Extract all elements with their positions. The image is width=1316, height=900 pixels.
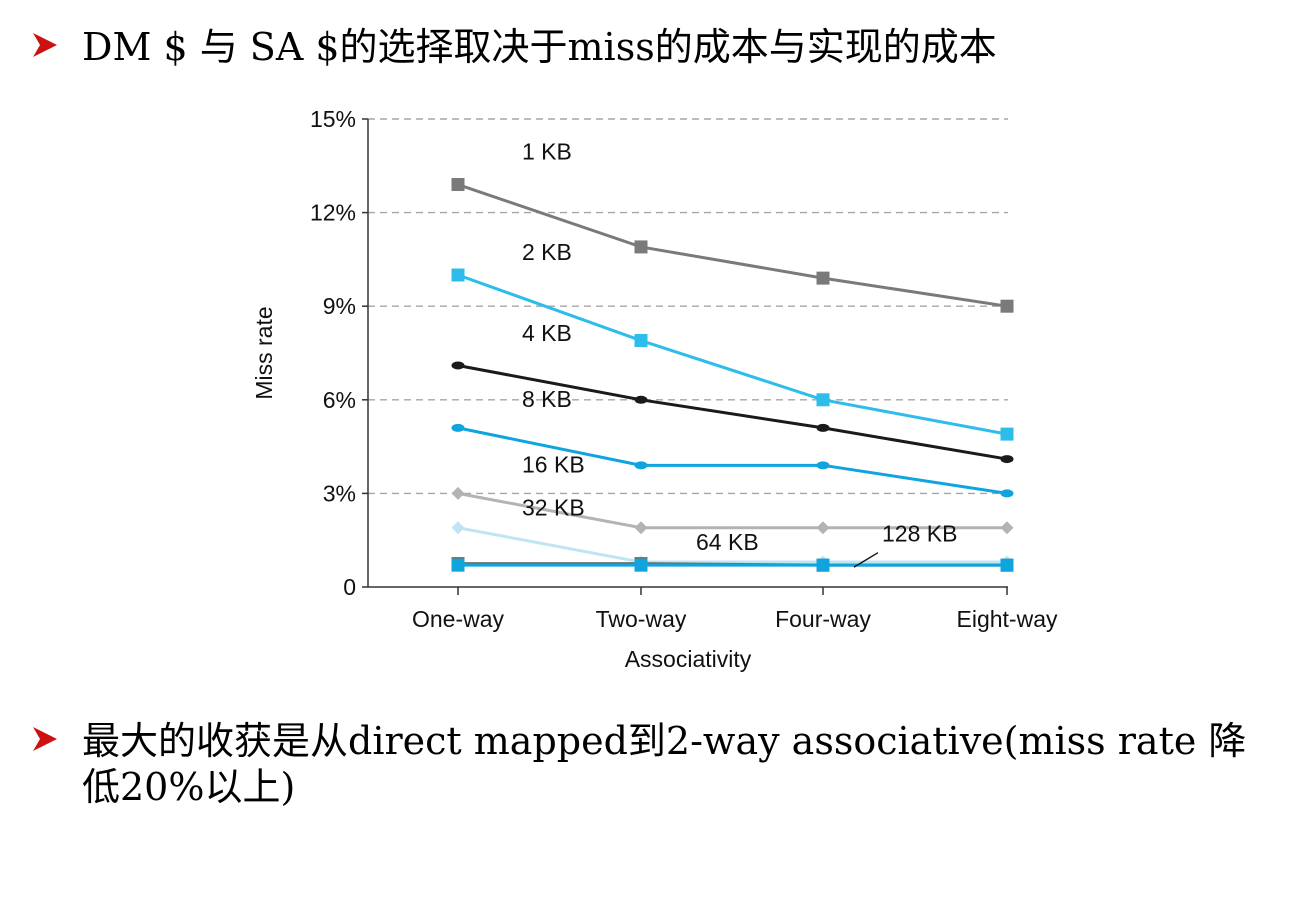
data-point-2kb [1000, 427, 1014, 441]
data-point-2kb [634, 334, 648, 348]
data-point-16kb [451, 486, 465, 500]
series-label: 8 KB [522, 386, 572, 412]
data-point-128kb [451, 558, 465, 572]
data-point-8kb [451, 423, 465, 432]
data-point-2kb [816, 393, 830, 407]
data-point-32kb [451, 521, 465, 535]
bullet-item-1: DM $ 与 SA $的选择取决于miss的成本与实现的成本 [30, 24, 997, 70]
series-line-1kb [457, 183, 1008, 308]
series-line-4kb [457, 364, 1008, 461]
x-axis-title: Associativity [625, 646, 752, 672]
data-point-16kb [1000, 521, 1014, 535]
data-point-1kb [816, 271, 830, 285]
arrow-bullet-icon [33, 727, 57, 751]
data-point-1kb [1000, 299, 1014, 313]
x-tick-label: One-way [412, 606, 505, 632]
arrow-bullet-icon [33, 33, 57, 57]
miss-rate-chart: 0 3% 6% 9% 12% 15% One-way Two-way Four-way Eight… [240, 95, 1100, 685]
data-point-4kb [451, 361, 465, 370]
series-label: 2 KB [522, 239, 572, 265]
series-line-16kb [457, 491, 1007, 530]
data-point-128kb [1000, 558, 1014, 572]
series-line-2kb [457, 273, 1008, 436]
bullet-item-2: 最大的收获是从direct mapped到2-way associative(m… [30, 718, 1282, 810]
data-point-1kb [634, 240, 648, 254]
series-label: 128 KB [882, 521, 957, 547]
y-tick-label: 3% [323, 480, 356, 506]
series-label: 64 KB [696, 529, 759, 555]
data-point-8kb [816, 461, 830, 470]
y-tick-label: 6% [323, 387, 356, 413]
x-tick-label: Four-way [775, 606, 871, 632]
series-label: 1 KB [522, 139, 572, 165]
series-line-8kb [457, 426, 1008, 495]
data-point-8kb [1000, 489, 1014, 498]
x-tick-label: Two-way [596, 606, 687, 632]
y-axis-title: Miss rate [251, 306, 277, 399]
data-point-1kb [451, 178, 465, 192]
data-point-8kb [634, 461, 648, 470]
data-point-128kb [634, 558, 648, 572]
x-tick-label: Eight-way [957, 606, 1058, 632]
series-line-32kb [457, 526, 1007, 564]
y-tick-label: 12% [310, 200, 356, 226]
data-point-4kb [1000, 455, 1014, 464]
series-label: 16 KB [522, 451, 585, 477]
data-point-4kb [634, 395, 648, 404]
data-point-16kb [634, 521, 648, 535]
series-label: 4 KB [522, 320, 572, 346]
bullet-text: DM $ 与 SA $的选择取决于miss的成本与实现的成本 [82, 25, 997, 69]
data-point-16kb [816, 521, 830, 535]
chart-svg: 0 3% 6% 9% 12% 15% One-way Two-way Four-way Eight… [251, 106, 1058, 672]
data-point-4kb [816, 423, 830, 432]
y-tick-label: 9% [323, 293, 356, 319]
data-point-128kb [816, 558, 830, 572]
y-tick-label: 0 [343, 574, 356, 600]
series-label: 32 KB [522, 495, 585, 521]
bullet-text: 最大的收获是从direct mapped到2-way associative(m… [82, 719, 1247, 809]
data-point-2kb [451, 268, 465, 282]
y-tick-label: 15% [310, 106, 356, 132]
label-leader-line [853, 552, 879, 568]
